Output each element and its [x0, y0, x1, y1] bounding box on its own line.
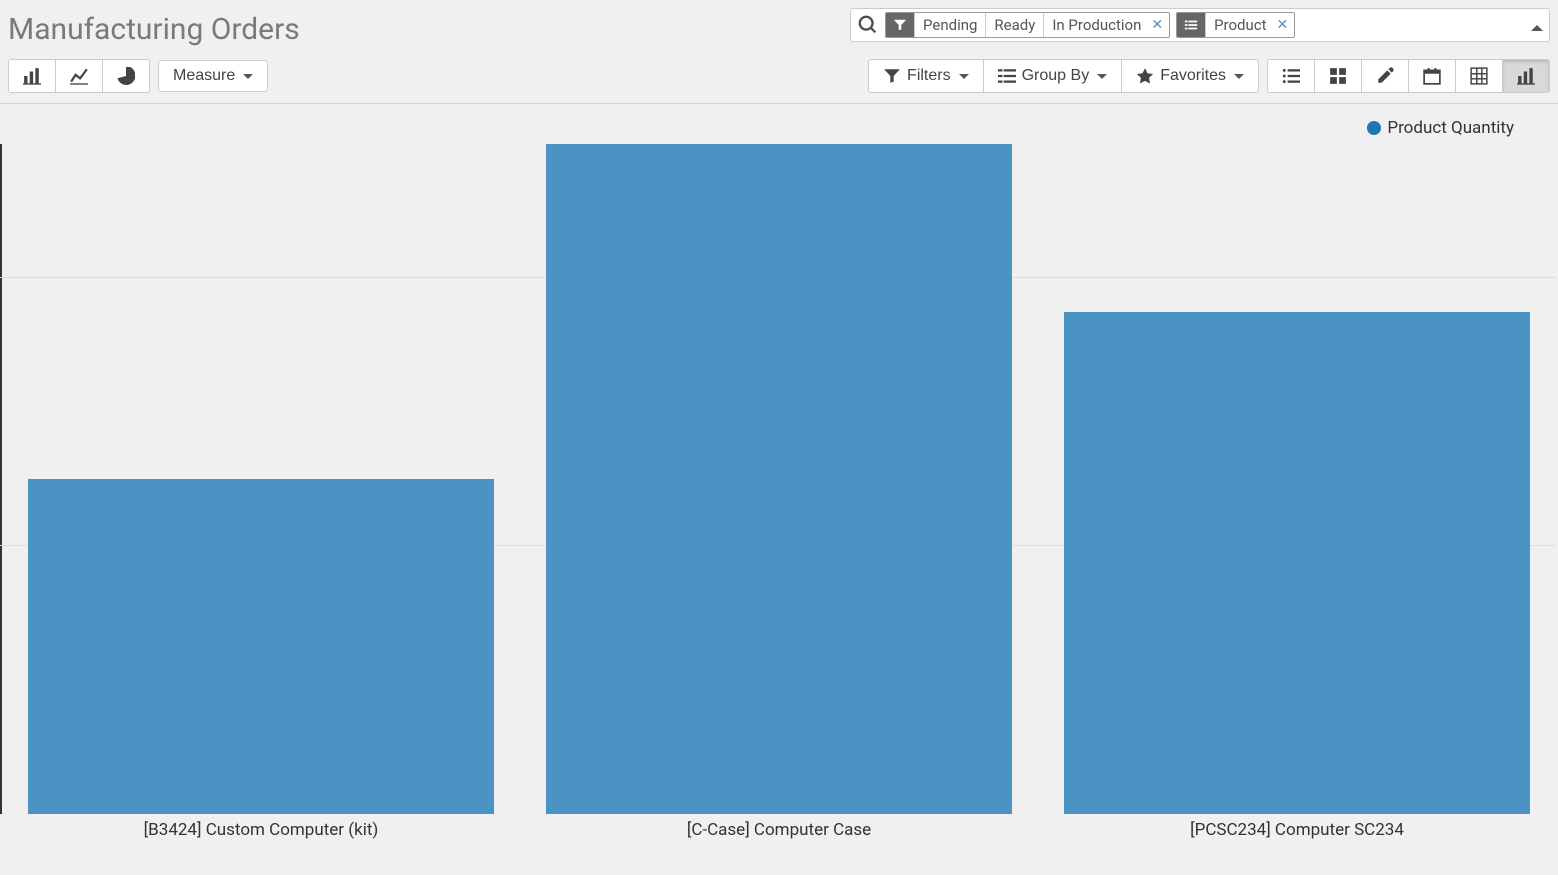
groupby-icon — [998, 67, 1016, 85]
toolbar: Measure Filters Group By Favorites — [0, 47, 1558, 104]
pie-chart-button[interactable] — [103, 59, 150, 93]
search-options-group: Filters Group By Favorites — [868, 59, 1259, 93]
facet-segment: Ready — [985, 13, 1043, 37]
x-axis-label: [B3424] Custom Computer (kit) — [2, 814, 520, 854]
star-icon — [1136, 67, 1154, 85]
search-panel[interactable]: Pending Ready In Production ✕ Product ✕ — [850, 8, 1550, 42]
bar-chart-icon — [23, 67, 41, 85]
pivot-icon — [1470, 67, 1488, 85]
bar-slot — [1038, 144, 1556, 814]
x-axis-label: [PCSC234] Computer SC234 — [1038, 814, 1556, 854]
pivot-view-button[interactable] — [1456, 59, 1503, 93]
bar[interactable] — [28, 479, 494, 814]
view-switcher — [1267, 59, 1550, 93]
filters-label: Filters — [907, 68, 951, 84]
form-view-button[interactable] — [1362, 59, 1409, 93]
search-expand-toggle[interactable] — [1531, 16, 1543, 35]
bar-chart-button[interactable] — [8, 59, 56, 93]
favorites-dropdown[interactable]: Favorites — [1122, 59, 1259, 93]
facet-segment: In Production — [1043, 13, 1149, 37]
search-icon[interactable] — [857, 14, 879, 36]
graph-view-button[interactable] — [1503, 59, 1550, 93]
facet-remove-button[interactable]: ✕ — [1149, 13, 1169, 37]
calendar-view-button[interactable] — [1409, 59, 1456, 93]
bar[interactable] — [1064, 312, 1530, 815]
list-view-button[interactable] — [1267, 59, 1315, 93]
search-facet-groupby: Product ✕ — [1176, 12, 1295, 38]
legend-label: Product Quantity — [1387, 118, 1514, 138]
chart-legend[interactable]: Product Quantity — [1367, 118, 1514, 138]
chart-type-group — [8, 59, 150, 93]
groupby-icon — [1177, 13, 1205, 37]
kanban-icon — [1329, 67, 1347, 85]
filter-icon — [883, 67, 901, 85]
measure-label: Measure — [173, 68, 235, 84]
groupby-label: Group By — [1022, 68, 1090, 84]
chart-area: Product Quantity [B3424] Custom Computer… — [0, 104, 1558, 864]
edit-icon — [1376, 67, 1394, 85]
facet-segment: Pending — [914, 13, 985, 37]
chevron-down-icon — [1097, 74, 1107, 79]
filter-icon — [886, 13, 914, 37]
chevron-down-icon — [1234, 74, 1244, 79]
line-chart-button[interactable] — [56, 59, 103, 93]
calendar-icon — [1423, 67, 1441, 85]
chart-plot: [B3424] Custom Computer (kit)[C-Case] Co… — [0, 144, 1556, 854]
facet-segment: Product — [1205, 13, 1274, 37]
page-title: Manufacturing Orders — [8, 8, 300, 47]
chevron-down-icon — [243, 74, 253, 79]
bar-slot — [520, 144, 1038, 814]
filters-dropdown[interactable]: Filters — [868, 59, 984, 93]
bars-container — [2, 144, 1556, 814]
measure-dropdown[interactable]: Measure — [158, 60, 268, 92]
kanban-view-button[interactable] — [1315, 59, 1362, 93]
bar-chart-icon — [1517, 67, 1535, 85]
bar-slot — [2, 144, 520, 814]
chevron-down-icon — [959, 74, 969, 79]
x-axis-label: [C-Case] Computer Case — [520, 814, 1038, 854]
bar[interactable] — [546, 144, 1012, 814]
pie-chart-icon — [117, 67, 135, 85]
line-chart-icon — [70, 67, 88, 85]
x-axis-labels: [B3424] Custom Computer (kit)[C-Case] Co… — [2, 814, 1556, 854]
facet-remove-button[interactable]: ✕ — [1275, 13, 1295, 37]
legend-marker — [1367, 121, 1381, 135]
groupby-dropdown[interactable]: Group By — [984, 59, 1123, 93]
search-facet-filter: Pending Ready In Production ✕ — [885, 12, 1170, 38]
list-icon — [1282, 67, 1300, 85]
favorites-label: Favorites — [1160, 68, 1226, 84]
